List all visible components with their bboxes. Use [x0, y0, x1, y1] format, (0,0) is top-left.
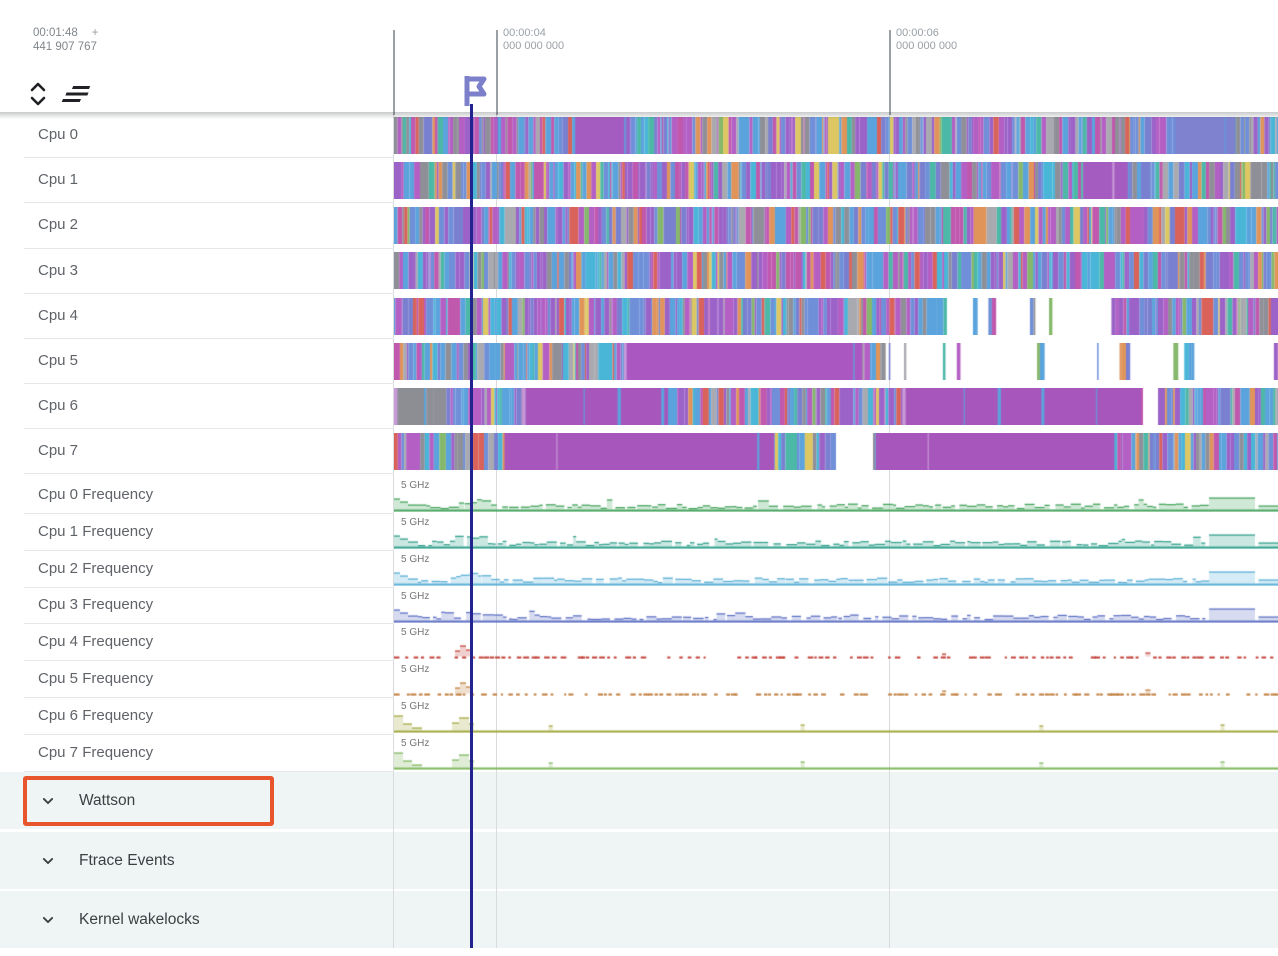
- timeline-tick: [393, 30, 395, 115]
- cpu-track-slices[interactable]: [394, 207, 1278, 245]
- row-separator: [24, 586, 394, 588]
- row-separator: [24, 697, 394, 699]
- tick-label: 00:00:04 000 000 000: [503, 27, 565, 52]
- row-separator: [24, 473, 394, 475]
- cpu-track-label[interactable]: Cpu 5: [38, 351, 79, 369]
- cpu-track-slices[interactable]: [394, 433, 1278, 471]
- group-label: Ftrace Events: [79, 851, 175, 869]
- tick-label: 00:00:06 000 000 000: [896, 27, 958, 52]
- selection-time: 00:01:48: [33, 27, 78, 39]
- freq-scale-label: 5 GHz: [401, 664, 430, 676]
- group-row-ftrace-events[interactable]: Ftrace Events: [0, 832, 1278, 889]
- cpu-track-label[interactable]: Cpu 6: [38, 396, 79, 414]
- freq-track-label[interactable]: Cpu 0 Frequency: [38, 485, 154, 503]
- row-separator: [24, 512, 394, 514]
- row-separator: [24, 770, 394, 772]
- freq-track-label[interactable]: Cpu 2 Frequency: [38, 559, 154, 577]
- freq-scale-label: 5 GHz: [401, 590, 430, 602]
- freq-track-chart[interactable]: [394, 512, 1278, 549]
- cpu-track-label[interactable]: Cpu 7: [38, 442, 79, 460]
- row-separator: [24, 247, 394, 249]
- cpu-track-slices[interactable]: [394, 117, 1278, 154]
- cpu-track-slices[interactable]: [394, 252, 1278, 290]
- timeline-gridline: [393, 30, 394, 948]
- row-separator: [24, 660, 394, 662]
- row-separator: [24, 292, 394, 294]
- freq-track-chart[interactable]: [394, 697, 1278, 734]
- chevron-down-icon[interactable]: [38, 791, 58, 811]
- freq-track-label[interactable]: Cpu 6 Frequency: [38, 707, 154, 725]
- row-separator: [24, 382, 394, 384]
- selection-timestamp: 00:01:48 + 441 907 767: [33, 26, 98, 54]
- freq-scale-label: 5 GHz: [401, 738, 430, 749]
- freq-track-chart[interactable]: [394, 660, 1278, 697]
- row-separator: [24, 157, 394, 159]
- timeline-tick: [496, 30, 498, 115]
- row-separator: [24, 337, 394, 339]
- group-label: Wattson: [79, 791, 136, 809]
- row-separator: [24, 623, 394, 625]
- row-separator: [24, 428, 394, 429]
- row-separator: [24, 202, 394, 204]
- cpu-track-slices[interactable]: [394, 297, 1278, 335]
- freq-track-chart[interactable]: [394, 476, 1278, 512]
- freq-scale-label: 5 GHz: [401, 480, 430, 491]
- freq-scale-label: 5 GHz: [401, 627, 430, 639]
- row-separator: [24, 734, 394, 735]
- group-row-wattson[interactable]: Wattson: [0, 772, 1278, 829]
- timeline-tick: [889, 30, 891, 115]
- timeline-cursor-line: [469, 104, 473, 948]
- bottom-margin: [0, 948, 1278, 956]
- row-separator: [24, 549, 394, 551]
- freq-track-chart[interactable]: [394, 734, 1278, 770]
- flag-marker-icon[interactable]: [457, 70, 493, 108]
- cpu-track-label[interactable]: Cpu 1: [38, 171, 79, 189]
- expand-collapse-tracks-icon[interactable]: [29, 80, 47, 108]
- cpu-track-label[interactable]: Cpu 0: [38, 126, 79, 144]
- freq-track-label[interactable]: Cpu 3 Frequency: [38, 596, 154, 614]
- cpu-track-label[interactable]: Cpu 4: [38, 306, 79, 324]
- sort-tracks-icon[interactable]: [60, 84, 94, 105]
- selection-plus: +: [91, 27, 99, 39]
- freq-scale-label: 5 GHz: [401, 553, 430, 565]
- cpu-track-slices[interactable]: [394, 342, 1278, 380]
- selection-nanoseconds: 441 907 767: [33, 41, 97, 53]
- chevron-down-icon[interactable]: [38, 910, 58, 930]
- cpu-track-label[interactable]: Cpu 3: [38, 261, 79, 279]
- freq-scale-label: 5 GHz: [401, 516, 430, 528]
- group-label: Kernel wakelocks: [79, 910, 200, 928]
- freq-scale-label: 5 GHz: [401, 701, 430, 713]
- cpu-track-slices[interactable]: [394, 162, 1278, 200]
- group-row-kernel-wakelocks[interactable]: Kernel wakelocks: [0, 891, 1278, 948]
- cpu-track-label[interactable]: Cpu 2: [38, 216, 79, 234]
- freq-track-label[interactable]: Cpu 1 Frequency: [38, 522, 154, 540]
- freq-track-label[interactable]: Cpu 5 Frequency: [38, 670, 154, 688]
- freq-track-chart[interactable]: [394, 586, 1278, 623]
- freq-track-label[interactable]: Cpu 4 Frequency: [38, 633, 154, 651]
- freq-track-label[interactable]: Cpu 7 Frequency: [38, 743, 154, 761]
- freq-track-chart[interactable]: [394, 549, 1278, 586]
- freq-track-chart[interactable]: [394, 623, 1278, 660]
- cpu-track-slices[interactable]: [394, 387, 1278, 425]
- chevron-down-icon[interactable]: [38, 851, 58, 871]
